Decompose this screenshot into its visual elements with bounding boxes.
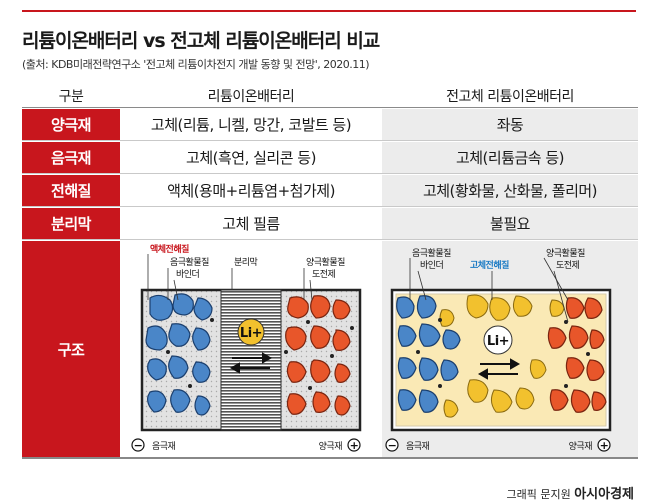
row-label: 양극재 xyxy=(22,109,120,140)
label-anode-active: 음극활물질 xyxy=(170,256,209,268)
footer-credit: 그래픽 문지원 아시아경제 xyxy=(506,483,634,502)
table-header: 구분 리튬이온배터리 전고체 리튬이온배터리 xyxy=(22,84,638,108)
separator xyxy=(220,289,282,431)
brand-logo: 아시아경제 xyxy=(574,487,634,502)
label-cathode: 양극재 xyxy=(319,441,343,452)
top-rule xyxy=(22,10,636,12)
label-conductive: 도전제 xyxy=(312,269,336,280)
row-label: 음극재 xyxy=(22,142,120,173)
credit-text: 그래픽 문지원 xyxy=(506,488,571,501)
header-col-a: 리튬이온배터리 xyxy=(120,84,382,107)
solid-battery-svg: Li+ 음극활물질 바인더 고체전해질 양극활물질 도전제 xyxy=(385,247,612,452)
li-ion xyxy=(237,318,265,346)
label-anode-active: 음극활물질 xyxy=(412,247,451,259)
anode-particles xyxy=(396,295,461,413)
label-separator: 분리막 xyxy=(234,257,258,268)
cathode-particles xyxy=(547,297,607,413)
minus-terminal-icon xyxy=(385,438,399,452)
table-row: 전해질 액체(용매+리튬염+첨가제) 고체(황화물, 산화물, 폴리머) xyxy=(22,175,638,207)
minus-sign: − xyxy=(134,439,143,452)
diagram-liquid-battery: Li+ 액체전해질 음극활물질 바인더 분리막 양극활물질 도전제 xyxy=(120,241,382,457)
row-value-a: 고체(흑연, 실리콘 등) xyxy=(120,142,382,173)
ion-arrows xyxy=(477,358,521,380)
table-row: 음극재 고체(흑연, 실리콘 등) 고체(리튬금속 등) xyxy=(22,142,638,174)
minus-sign: − xyxy=(388,439,397,452)
label-conductive: 도전제 xyxy=(556,260,580,271)
label-solid-electrolyte: 고체전해질 xyxy=(470,259,509,271)
liquid-battery-svg: Li+ 액체전해질 음극활물질 바인더 분리막 양극활물질 도전제 xyxy=(131,243,362,452)
conductive-dots xyxy=(166,318,354,390)
page-title: 리튬이온배터리 vs 전고체 리튬이온배터리 비교 xyxy=(22,30,380,52)
cathode-particles xyxy=(285,295,351,416)
label-binder: 바인더 xyxy=(176,269,200,280)
header-label: 구분 xyxy=(58,88,84,105)
ion-arrows xyxy=(229,352,273,374)
leader-lines xyxy=(409,257,569,323)
plus-sign: + xyxy=(600,439,609,452)
header-col-b: 전고체 리튬이온배터리 xyxy=(382,84,638,107)
table-row-structure: 구조 xyxy=(22,241,638,459)
plus-terminal-icon xyxy=(347,438,361,452)
label-anode: 음극재 xyxy=(406,441,430,452)
li-ion-label: Li+ xyxy=(487,334,509,349)
label-binder: 바인더 xyxy=(420,260,444,271)
row-value-a: 액체(용매+리튬염+첨가제) xyxy=(120,175,382,206)
table-row: 분리막 고체 필름 불필요 xyxy=(22,208,638,240)
row-label: 전해질 xyxy=(22,175,120,206)
diagram-solid-battery: Li+ 음극활물질 바인더 고체전해질 양극활물질 도전제 xyxy=(382,241,638,457)
row-value-b: 불필요 xyxy=(382,208,638,239)
table-row: 양극재 고체(리튬, 니켈, 망간, 코발트 등) 좌동 xyxy=(22,109,638,141)
label-cathode: 양극재 xyxy=(569,441,593,452)
li-ion xyxy=(483,325,513,355)
source-note: (출처: KDB미래전략연구소 '전고체 리튬이차전지 개발 동향 및 전망',… xyxy=(22,58,370,71)
row-label: 구조 xyxy=(22,241,120,457)
label-cathode-active: 양극활물질 xyxy=(306,256,345,268)
label-liquid-electrolyte: 액체전해질 xyxy=(150,243,189,255)
row-value-a: 고체(리튬, 니켈, 망간, 코발트 등) xyxy=(120,109,382,140)
row-value-b: 좌동 xyxy=(382,109,638,140)
li-ion-label: Li+ xyxy=(240,326,262,341)
row-label: 분리막 xyxy=(22,208,120,239)
conductive-dots xyxy=(416,318,590,388)
leader-lines xyxy=(147,254,313,301)
anode-particles xyxy=(145,293,213,416)
row-value-b: 고체(황화물, 산화물, 폴리머) xyxy=(382,175,638,206)
plus-sign: + xyxy=(350,439,359,452)
minus-terminal-icon xyxy=(131,438,145,452)
label-cathode-active: 양극활물질 xyxy=(546,247,585,259)
label-anode: 음극재 xyxy=(152,441,176,452)
plus-terminal-icon xyxy=(597,438,611,452)
row-value-a: 고체 필름 xyxy=(120,208,382,239)
row-value-b: 고체(리튬금속 등) xyxy=(382,142,638,173)
